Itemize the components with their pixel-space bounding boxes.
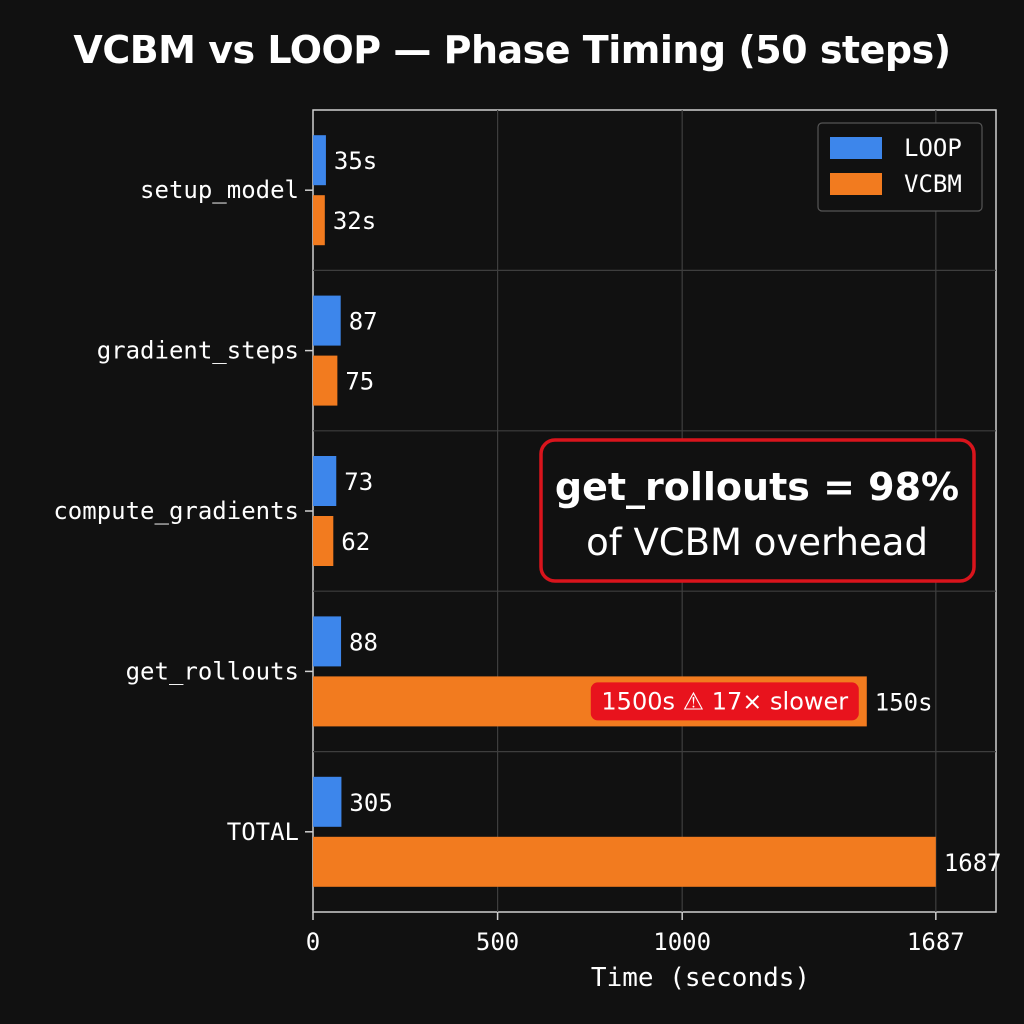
data-label-loop: 87 bbox=[349, 308, 378, 336]
y-tick-label: setup_model bbox=[140, 176, 299, 204]
x-axis-label: Time (seconds) bbox=[591, 963, 810, 993]
bar-loop bbox=[313, 456, 337, 506]
y-tick-label: get_rollouts bbox=[126, 657, 299, 685]
bar-loop bbox=[313, 295, 341, 346]
bar-loop bbox=[313, 776, 342, 827]
annotation-box bbox=[539, 438, 976, 583]
bar-vcbm bbox=[313, 355, 338, 406]
data-label-vcbm: 62 bbox=[341, 528, 370, 556]
data-label-loop: 305 bbox=[349, 789, 392, 817]
legend-label-vcbm: VCBM bbox=[904, 170, 962, 198]
legend-swatch-loop bbox=[830, 137, 882, 159]
legend-label-loop: LOOP bbox=[904, 134, 962, 162]
data-label-vcbm: 150s bbox=[875, 688, 933, 716]
data-label-vcbm: 75 bbox=[345, 368, 374, 396]
x-tick-label: 0 bbox=[306, 928, 320, 956]
bar-loop bbox=[313, 135, 326, 186]
legend-swatch-vcbm bbox=[830, 173, 882, 195]
x-tick-label: 1687 bbox=[907, 928, 965, 956]
data-label-vcbm: 32s bbox=[333, 207, 376, 235]
chart-title: VCBM vs LOOP — Phase Timing (50 steps) bbox=[73, 28, 951, 72]
y-tick-label: gradient_steps bbox=[97, 337, 299, 365]
annotation-line-2: of VCBM overhead bbox=[586, 521, 928, 564]
bar-loop bbox=[313, 616, 342, 667]
data-label-vcbm: 1687 bbox=[944, 849, 1002, 877]
data-label-loop: 88 bbox=[349, 628, 378, 656]
bar-vcbm bbox=[313, 195, 325, 246]
annotation-line-1: get_rollouts = 98% bbox=[555, 465, 959, 509]
y-tick-label: compute_gradients bbox=[53, 497, 299, 525]
y-tick-label: TOTAL bbox=[227, 818, 299, 846]
data-label-loop: 35s bbox=[334, 147, 377, 175]
x-tick-label: 1000 bbox=[653, 928, 711, 956]
bar-vcbm bbox=[313, 516, 334, 566]
bar-callout-box bbox=[590, 682, 859, 721]
bar-callout-text: 1500s ⚠ 17× slower bbox=[601, 687, 848, 715]
x-tick-label: 500 bbox=[476, 928, 519, 956]
data-label-loop: 73 bbox=[344, 468, 373, 496]
bar-vcbm bbox=[313, 836, 936, 887]
